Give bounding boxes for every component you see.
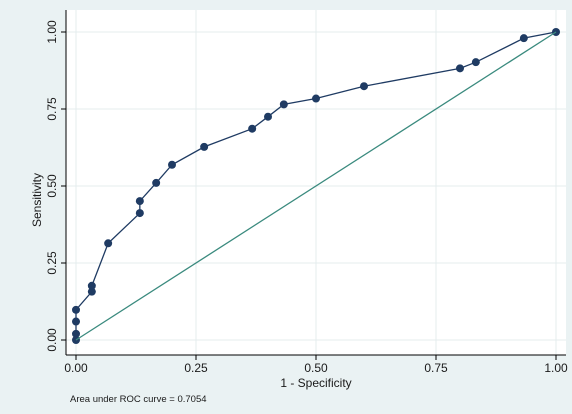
roc-curve-point xyxy=(72,305,80,314)
roc-curve-point xyxy=(200,142,209,151)
roc-curve-point xyxy=(519,34,528,43)
series-layer xyxy=(72,28,560,344)
x-tick-label: 1.00 xyxy=(544,361,568,375)
roc-curve-point xyxy=(72,317,80,326)
x-tick-label: 0.50 xyxy=(304,361,328,375)
y-tick-label: 0.75 xyxy=(45,97,59,121)
auc-annotation: Area under ROC curve = 0.7054 xyxy=(70,394,207,405)
x-tick-label: 0.75 xyxy=(424,361,448,375)
x-tick-label: 0.25 xyxy=(184,361,208,375)
roc-curve-point xyxy=(104,239,113,248)
roc-curve-point xyxy=(87,287,96,296)
roc-curve-point xyxy=(135,197,144,206)
x-axis-label: 1 - Specificity xyxy=(280,376,351,390)
y-tick-label: 1.00 xyxy=(45,20,59,44)
axis-ticks: 0.00 0.25 0.50 0.75 1.00 0.00 0.25 0.50 0.75 1.00 xyxy=(45,20,568,375)
y-axis-label: Sensitivity xyxy=(30,173,44,227)
roc-curve-point xyxy=(456,64,464,73)
reference-line-line xyxy=(75,31,557,341)
roc-curve-point xyxy=(152,178,161,187)
roc-curve-point xyxy=(72,329,80,338)
roc-curve-point xyxy=(279,100,288,109)
y-tick-label: 0.50 xyxy=(45,174,59,198)
y-tick-label: 0.25 xyxy=(45,251,59,275)
y-tick-label: 0.00 xyxy=(45,328,59,352)
roc-curve-point xyxy=(168,160,176,169)
roc-curve-point xyxy=(264,112,272,121)
roc-curve-point xyxy=(87,281,96,290)
grid-lines xyxy=(66,10,566,355)
roc-curve-point xyxy=(248,124,257,133)
roc-curve-point xyxy=(135,209,144,218)
roc-curve-point xyxy=(360,82,368,91)
roc-curve-point xyxy=(471,58,480,67)
roc-curve-point xyxy=(312,94,320,103)
x-tick-label: 0.00 xyxy=(64,361,88,375)
